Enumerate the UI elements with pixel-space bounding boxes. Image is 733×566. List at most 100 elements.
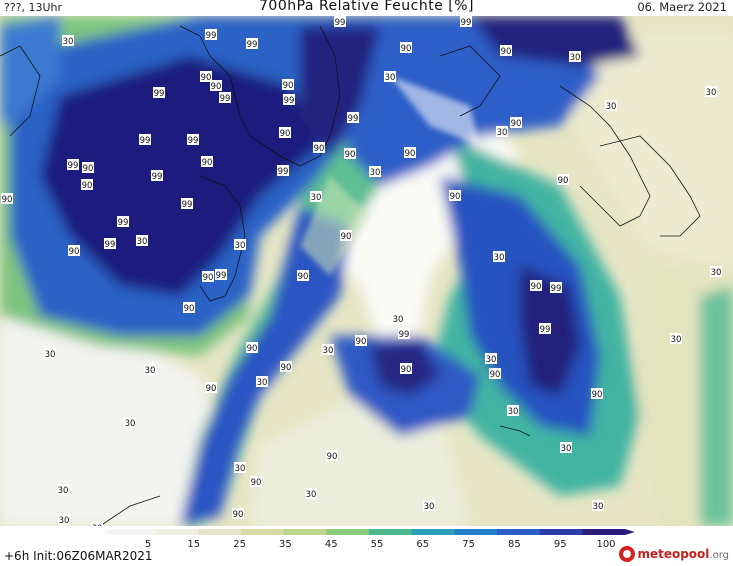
value-label: 90 xyxy=(232,508,244,520)
svg-text:30: 30 xyxy=(63,37,74,47)
init-time: +6h Init:06Z06MAR2021 xyxy=(4,549,153,563)
svg-text:99: 99 xyxy=(278,167,289,177)
value-label: 30 xyxy=(62,35,74,47)
svg-text:99: 99 xyxy=(154,89,165,99)
value-label: 90 xyxy=(489,368,501,380)
svg-text:90: 90 xyxy=(247,344,258,354)
colorbar-segment xyxy=(198,529,242,535)
svg-text:30: 30 xyxy=(671,335,682,345)
svg-text:99: 99 xyxy=(284,96,295,106)
meteopool-icon xyxy=(619,546,636,562)
svg-text:90: 90 xyxy=(558,176,569,186)
svg-text:30: 30 xyxy=(424,502,435,512)
value-label: 90 xyxy=(246,342,258,354)
value-label: 30 xyxy=(592,500,604,512)
value-label: 90 xyxy=(183,302,195,314)
svg-text:90: 90 xyxy=(283,81,294,91)
svg-text:90: 90 xyxy=(511,119,522,129)
colorbar-min-arrow xyxy=(103,529,113,535)
value-label: 90 xyxy=(344,148,356,160)
svg-text:90: 90 xyxy=(450,192,461,202)
svg-text:90: 90 xyxy=(531,282,542,292)
value-label: 30 xyxy=(136,235,148,247)
value-label: 99 xyxy=(246,38,258,50)
map-date: 06. Maerz 2021 xyxy=(637,0,727,14)
value-label: 30 xyxy=(560,442,572,454)
colorbar: 5 15 25 35 45 55 65 75 85 95 100 xyxy=(103,529,635,550)
colorbar-segment xyxy=(283,529,327,535)
value-label: 99 xyxy=(187,134,199,146)
svg-text:90: 90 xyxy=(233,510,244,520)
value-label: 99 xyxy=(550,282,562,294)
svg-text:30: 30 xyxy=(497,128,508,138)
value-label: 90 xyxy=(1,193,13,205)
svg-text:30: 30 xyxy=(370,168,381,178)
svg-text:30: 30 xyxy=(59,516,70,526)
svg-text:90: 90 xyxy=(206,384,217,394)
colorbar-segment xyxy=(497,529,541,535)
value-label: 99 xyxy=(139,134,151,146)
value-label: 99 xyxy=(181,198,193,210)
value-label: 99 xyxy=(117,216,129,228)
svg-text:90: 90 xyxy=(405,149,416,159)
colorbar-segment xyxy=(539,529,583,535)
svg-text:30: 30 xyxy=(494,253,505,263)
svg-text:30: 30 xyxy=(311,193,322,203)
value-label: 90 xyxy=(68,245,80,257)
svg-text:30: 30 xyxy=(145,366,156,376)
svg-text:30: 30 xyxy=(257,378,268,388)
value-label: 90 xyxy=(340,230,352,242)
svg-text:30: 30 xyxy=(393,315,404,325)
value-label: 30 xyxy=(305,488,317,500)
svg-text:30: 30 xyxy=(235,464,246,474)
value-label: 30 xyxy=(58,514,70,526)
svg-text:90: 90 xyxy=(202,158,213,168)
colorbar-tick: 15 xyxy=(187,539,200,550)
svg-text:30: 30 xyxy=(593,502,604,512)
value-label: 30 xyxy=(392,313,404,325)
value-label: 30 xyxy=(57,484,69,496)
value-label: 90 xyxy=(591,388,603,400)
value-label: 99 xyxy=(219,92,231,104)
brand-tld: .org xyxy=(709,549,729,561)
svg-text:90: 90 xyxy=(314,144,325,154)
value-label: 90 xyxy=(200,71,212,83)
value-label: 30 xyxy=(144,364,156,376)
svg-text:99: 99 xyxy=(247,40,258,50)
value-label: 90 xyxy=(250,476,262,488)
colorbar-tick: 25 xyxy=(233,539,246,550)
colorbar-segment xyxy=(454,529,498,535)
value-label: 30 xyxy=(310,191,322,203)
svg-text:99: 99 xyxy=(461,18,472,28)
svg-text:30: 30 xyxy=(570,53,581,63)
value-label: 99 xyxy=(205,29,217,41)
value-label: 99 xyxy=(151,170,163,182)
value-label: 90 xyxy=(279,127,291,139)
value-label: 99 xyxy=(277,165,289,177)
value-label: 90 xyxy=(557,174,569,186)
value-label: 30 xyxy=(91,522,103,526)
svg-text:90: 90 xyxy=(501,47,512,57)
value-label: 30 xyxy=(569,51,581,63)
svg-text:30: 30 xyxy=(486,355,497,365)
svg-text:90: 90 xyxy=(184,304,195,314)
value-label: 99 xyxy=(539,323,551,335)
value-label: 90 xyxy=(82,162,94,174)
svg-text:30: 30 xyxy=(711,268,722,278)
colorbar-tick: 95 xyxy=(554,539,567,550)
humidity-map: 99 99 30 99 99 90 90 30 90 90 90 30 99 99 99 30 30 99 90 30… xyxy=(0,16,733,526)
value-label: 99 xyxy=(104,238,116,250)
svg-text:30: 30 xyxy=(606,102,617,112)
value-label: 99 xyxy=(283,94,295,106)
svg-text:99: 99 xyxy=(118,218,129,228)
value-label: 90 xyxy=(530,280,542,292)
colorbar-tick: 65 xyxy=(416,539,429,550)
value-label: 30 xyxy=(322,344,334,356)
value-label: 30 xyxy=(256,376,268,388)
svg-text:30: 30 xyxy=(45,350,56,360)
map-header: ???, 13Uhr 700hPa Relative Feuchte [%] 0… xyxy=(0,0,733,16)
value-label: 90 xyxy=(449,190,461,202)
svg-text:90: 90 xyxy=(298,272,309,282)
svg-text:90: 90 xyxy=(280,129,291,139)
